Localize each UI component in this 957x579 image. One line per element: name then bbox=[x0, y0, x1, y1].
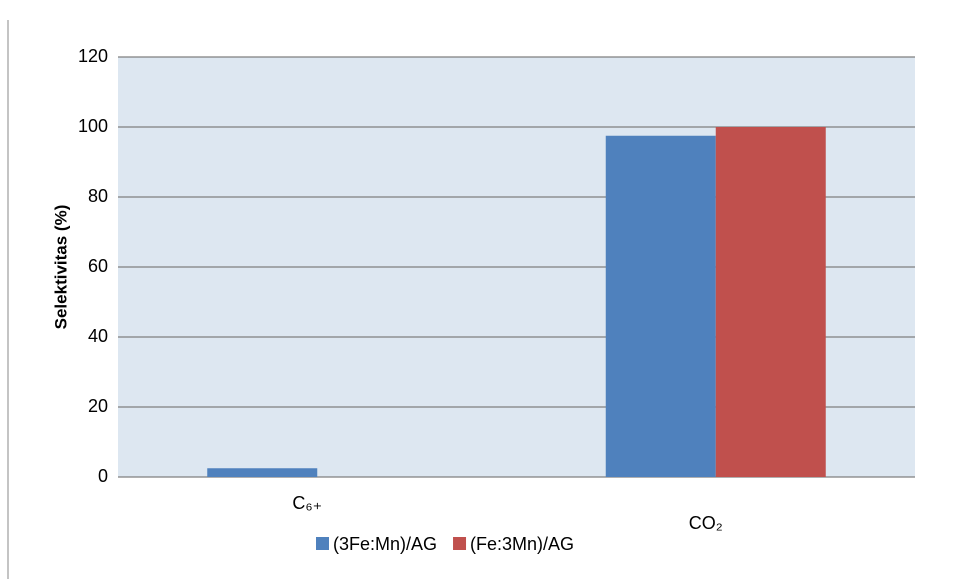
y-tick-label: 60 bbox=[88, 256, 108, 276]
x-tick-label: C₆₊ bbox=[292, 493, 322, 513]
legend-swatch bbox=[453, 537, 466, 550]
legend-label: (3Fe:Mn)/AG bbox=[333, 534, 437, 554]
bar bbox=[716, 127, 826, 477]
chart: Selektivitas (%) 0 20 40 60 80 100 120 C₆₊ CO₂ (3… bbox=[0, 0, 957, 579]
y-tick-label: 40 bbox=[88, 326, 108, 346]
y-tick-label: 20 bbox=[88, 396, 108, 416]
y-axis-label: Selektivitas (%) bbox=[51, 205, 70, 330]
legend-swatch bbox=[316, 537, 329, 550]
y-tick-label: 80 bbox=[88, 186, 108, 206]
bar bbox=[606, 136, 716, 477]
legend-label: (Fe:3Mn)/AG bbox=[470, 534, 574, 554]
y-tick-label: 100 bbox=[78, 116, 108, 136]
y-tick-label: 0 bbox=[98, 466, 108, 486]
x-tick-label: CO₂ bbox=[689, 513, 723, 533]
bar bbox=[207, 468, 317, 477]
y-tick-label: 120 bbox=[78, 46, 108, 66]
